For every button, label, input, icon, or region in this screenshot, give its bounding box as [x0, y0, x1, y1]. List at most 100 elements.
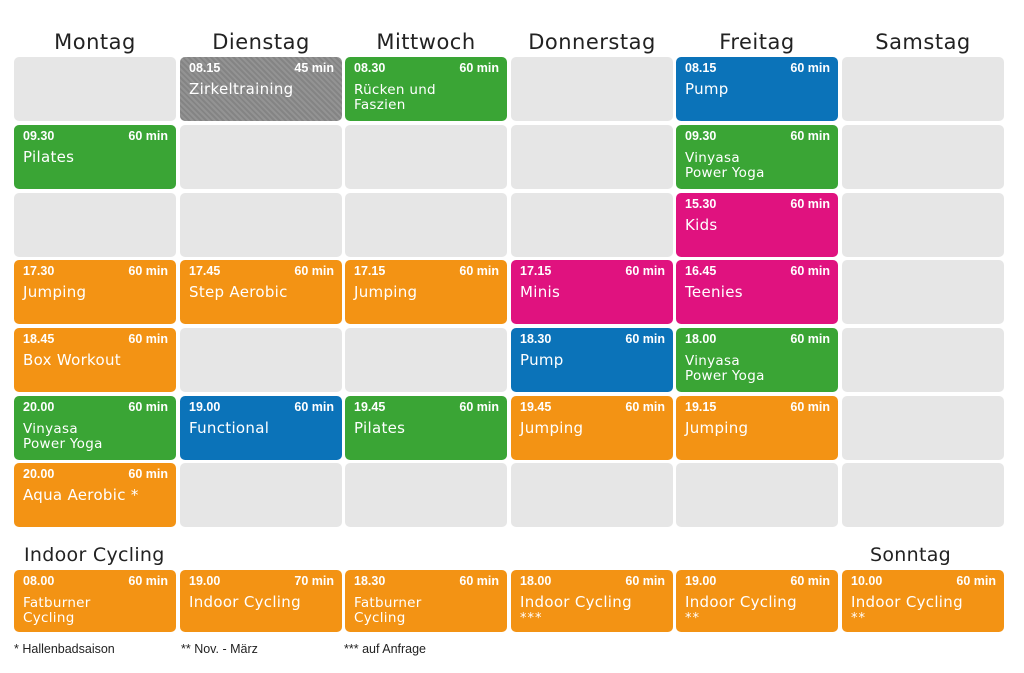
class-slot[interactable]: 08.15 60 min Pump: [676, 57, 838, 121]
class-duration: 60 min: [790, 264, 830, 278]
class-footnote-marks: **: [851, 611, 866, 626]
class-title: Box Workout: [23, 352, 170, 368]
empty-slot: [511, 57, 673, 121]
class-title-line1: Vinyasa: [685, 353, 740, 369]
class-title-line1: Rücken und: [354, 82, 436, 98]
class-footnote-marks: **: [685, 611, 700, 626]
class-title-line1: Pump: [520, 351, 564, 369]
class-duration: 60 min: [128, 129, 168, 143]
empty-slot: [180, 125, 342, 189]
class-duration: 60 min: [790, 129, 830, 143]
class-time: 17.15: [520, 264, 552, 278]
class-duration: 60 min: [790, 197, 830, 211]
class-title: Pilates: [23, 149, 170, 165]
class-slot[interactable]: 18.30 60 min Pump: [511, 328, 673, 392]
class-slot[interactable]: 08.30 60 min Rücken und Faszien: [345, 57, 507, 121]
class-title: Teenies: [685, 284, 832, 300]
class-title: Pilates: [354, 420, 501, 436]
class-time: 19.00: [189, 400, 221, 414]
class-duration: 60 min: [128, 400, 168, 414]
class-title-line1: Functional: [189, 419, 270, 437]
class-slot[interactable]: 19.45 60 min Jumping: [511, 396, 673, 460]
cycling-slot[interactable]: 19.00 70 min Indoor Cycling: [180, 570, 342, 632]
class-title: Fatburner Cycling: [23, 596, 170, 626]
class-duration: 60 min: [459, 61, 499, 75]
cycling-slot[interactable]: 19.00 60 min Indoor Cycling **: [676, 570, 838, 632]
class-title-line1: Indoor Cycling: [685, 593, 797, 611]
class-slot[interactable]: 20.00 60 min Vinyasa Power Yoga: [14, 396, 176, 460]
cycling-slot[interactable]: 08.00 60 min Fatburner Cycling: [14, 570, 176, 632]
class-title-line1: Kids: [685, 216, 718, 234]
class-slot[interactable]: 16.45 60 min Teenies: [676, 260, 838, 324]
sunday-heading: Sonntag: [870, 544, 952, 566]
empty-slot: [511, 125, 673, 189]
class-duration: 60 min: [294, 264, 334, 278]
class-slot[interactable]: 09.30 60 min Vinyasa Power Yoga: [676, 125, 838, 189]
class-duration: 60 min: [790, 332, 830, 346]
class-slot[interactable]: 17.30 60 min Jumping: [14, 260, 176, 324]
class-time: 18.30: [354, 574, 386, 588]
class-slot[interactable]: 15.30 60 min Kids: [676, 193, 838, 257]
empty-slot: [842, 125, 1004, 189]
class-duration: 60 min: [294, 400, 334, 414]
class-time: 09.30: [23, 129, 55, 143]
class-title: Fatburner Cycling: [354, 596, 501, 626]
empty-slot: [180, 463, 342, 527]
class-slot[interactable]: 08.15 45 min Zirkeltraining: [180, 57, 342, 121]
class-title-line1: Step Aerobic: [189, 283, 288, 301]
class-slot[interactable]: 09.30 60 min Pilates: [14, 125, 176, 189]
class-title-line1: Vinyasa: [685, 150, 740, 166]
class-title: Minis: [520, 284, 667, 300]
class-slot[interactable]: 17.15 60 min Jumping: [345, 260, 507, 324]
cycling-slot[interactable]: 18.30 60 min Fatburner Cycling: [345, 570, 507, 632]
footnote-on-request: *** auf Anfrage: [344, 642, 427, 656]
class-time: 10.00: [851, 574, 883, 588]
day-header-dienstag: Dienstag: [212, 30, 310, 54]
class-duration: 60 min: [625, 400, 665, 414]
class-title: Indoor Cycling: [520, 594, 667, 610]
day-header-donnerstag: Donnerstag: [528, 30, 656, 54]
empty-slot: [345, 328, 507, 392]
class-title-line1: Jumping: [520, 419, 584, 437]
class-slot[interactable]: 17.15 60 min Minis: [511, 260, 673, 324]
class-slot[interactable]: 19.00 60 min Functional: [180, 396, 342, 460]
class-slot[interactable]: 18.00 60 min Vinyasa Power Yoga: [676, 328, 838, 392]
class-title-line1: Aqua Aerobic *: [23, 486, 139, 504]
class-time: 19.45: [520, 400, 552, 414]
class-slot[interactable]: 19.45 60 min Pilates: [345, 396, 507, 460]
class-title-line1: Fatburner: [23, 595, 91, 611]
class-time: 19.45: [354, 400, 386, 414]
class-title-line1: Jumping: [685, 419, 749, 437]
class-time: 17.30: [23, 264, 55, 278]
class-title-line2: Cycling: [354, 610, 406, 626]
day-header-mittwoch: Mittwoch: [376, 30, 476, 54]
cycling-slot[interactable]: 10.00 60 min Indoor Cycling **: [842, 570, 1004, 632]
class-title-line1: Teenies: [685, 283, 743, 301]
class-footnote-marks: ***: [520, 611, 543, 626]
class-title: Vinyasa Power Yoga: [685, 354, 832, 384]
class-slot[interactable]: 20.00 60 min Aqua Aerobic *: [14, 463, 176, 527]
class-title: Aqua Aerobic *: [23, 487, 170, 503]
class-time: 18.00: [520, 574, 552, 588]
class-title-line1: Pilates: [23, 148, 75, 166]
class-slot[interactable]: 17.45 60 min Step Aerobic: [180, 260, 342, 324]
class-title: Kids: [685, 217, 832, 233]
class-title-line1: Pilates: [354, 419, 406, 437]
empty-slot: [511, 193, 673, 257]
class-title-line2: Power Yoga: [23, 436, 103, 452]
cycling-slot[interactable]: 18.00 60 min Indoor Cycling ***: [511, 570, 673, 632]
indoor-cycling-heading: Indoor Cycling: [24, 544, 165, 566]
class-duration: 60 min: [625, 574, 665, 588]
class-slot[interactable]: 18.45 60 min Box Workout: [14, 328, 176, 392]
class-title-line1: Box Workout: [23, 351, 121, 369]
class-duration: 60 min: [625, 264, 665, 278]
empty-slot: [842, 396, 1004, 460]
class-time: 19.00: [685, 574, 717, 588]
empty-slot: [842, 260, 1004, 324]
class-slot[interactable]: 19.15 60 min Jumping: [676, 396, 838, 460]
class-time: 18.00: [685, 332, 717, 346]
class-time: 16.45: [685, 264, 717, 278]
footnote-pool-season: * Hallenbadsaison: [14, 642, 115, 656]
class-title-line1: Indoor Cycling: [520, 593, 632, 611]
class-time: 08.15: [685, 61, 717, 75]
